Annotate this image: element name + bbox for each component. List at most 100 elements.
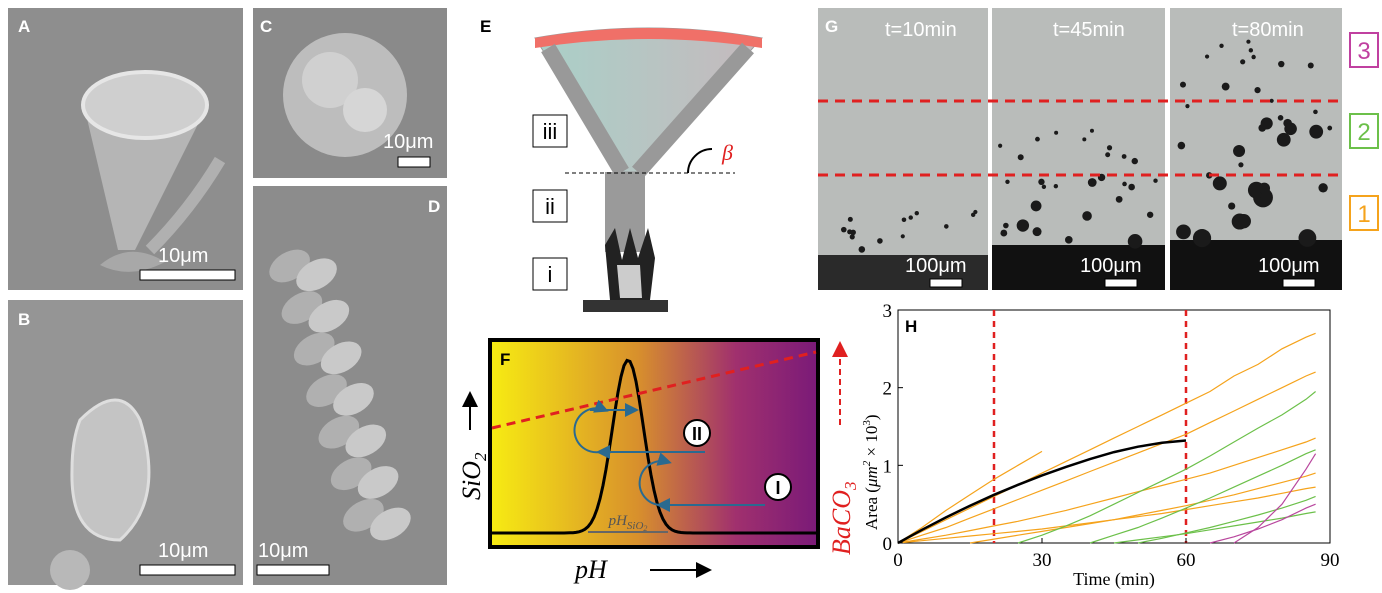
shape xyxy=(50,550,90,590)
crystal xyxy=(902,217,907,222)
text: × 10 xyxy=(862,426,881,461)
crystal xyxy=(1122,154,1127,159)
y-axis-label: SiO2 xyxy=(457,452,490,500)
scale-bar xyxy=(1105,279,1137,287)
scale-label: 100μm xyxy=(1080,255,1142,277)
panel-label: C xyxy=(260,17,272,36)
crystal xyxy=(1122,182,1127,187)
figure: A 10μm B 10μm C 10μm D 10μm E β iii ii i… xyxy=(0,0,1382,593)
crystal xyxy=(841,227,847,233)
crystal xyxy=(1000,230,1007,237)
crystal xyxy=(1228,202,1235,209)
crystal xyxy=(1017,219,1029,231)
y-tick-label: 2 xyxy=(883,379,893,400)
zone-label: ii xyxy=(545,194,555,219)
y-axis-label: Area (μm2 × 103) xyxy=(861,414,881,530)
crystal xyxy=(877,238,883,244)
crystal xyxy=(901,234,905,238)
text: BaCO xyxy=(827,490,856,555)
text: Area ( xyxy=(862,487,881,530)
crystal xyxy=(1105,152,1110,157)
crystal xyxy=(1270,99,1274,103)
substrate xyxy=(583,300,668,312)
x-axis-label: Time (min) xyxy=(1073,569,1155,590)
right-axis-label: BaCO3 xyxy=(827,482,860,556)
zone-label: 3 xyxy=(1357,38,1370,65)
scale-bar xyxy=(140,565,235,575)
x-tick-label: 0 xyxy=(893,550,903,571)
crystal xyxy=(909,215,913,219)
crystal xyxy=(1031,201,1042,212)
y-tick-label: 3 xyxy=(883,301,893,322)
crystal xyxy=(1185,104,1189,108)
crystal xyxy=(859,246,866,253)
scale-bar xyxy=(398,157,430,167)
crystal xyxy=(1259,183,1270,194)
crystal xyxy=(1018,154,1024,160)
panel-label: A xyxy=(18,17,30,36)
y-tick-label: 0 xyxy=(883,534,893,555)
micrograph xyxy=(818,8,988,290)
angle-arc xyxy=(688,149,712,173)
seed-core xyxy=(617,265,642,298)
crystal xyxy=(1090,129,1094,133)
panel-c: C 10μm xyxy=(253,8,447,178)
crystal xyxy=(1284,123,1297,136)
crystal xyxy=(1128,184,1135,191)
crystal xyxy=(1238,217,1244,223)
crystal xyxy=(1082,137,1086,141)
crystal xyxy=(1299,229,1317,247)
panel-b: B 10μm xyxy=(8,300,243,590)
panel-label: G xyxy=(825,17,838,36)
panel-label: B xyxy=(18,310,30,329)
panel-label: H xyxy=(905,317,917,336)
crystal xyxy=(1249,48,1253,52)
crystal xyxy=(1054,184,1058,188)
crystal xyxy=(1038,179,1044,185)
crystal xyxy=(1240,59,1245,64)
crystal xyxy=(1005,180,1009,184)
x-tick-label: 30 xyxy=(1033,550,1052,571)
angle-label: β xyxy=(721,140,733,165)
scale-bar xyxy=(930,279,962,287)
crystal xyxy=(971,213,975,217)
shape xyxy=(343,88,387,132)
panel-f: II I pHSiO2 F SiO2 pH BaCO3 xyxy=(457,340,860,584)
crystal xyxy=(1278,115,1284,121)
crystal xyxy=(1233,145,1245,157)
text: 2 xyxy=(471,452,490,461)
crystal xyxy=(1278,61,1284,67)
text: μm xyxy=(862,466,881,488)
crystal xyxy=(850,234,855,239)
crystal xyxy=(1327,126,1332,131)
text: SiO xyxy=(457,461,486,500)
zone-label: 1 xyxy=(1357,201,1370,228)
crystal xyxy=(1222,83,1230,91)
crystal xyxy=(1238,162,1243,167)
crystal xyxy=(998,144,1002,148)
crystal xyxy=(915,211,919,215)
time-label: t=45min xyxy=(1053,19,1125,41)
scale-label: 10μm xyxy=(258,540,308,562)
scale-bar xyxy=(1283,279,1315,287)
text: pH xyxy=(608,513,629,529)
text: ) xyxy=(862,414,881,420)
crystal xyxy=(1153,179,1157,183)
crystal xyxy=(1308,62,1314,68)
zone-label: iii xyxy=(543,119,558,144)
crystal xyxy=(1132,158,1138,164)
crystal xyxy=(1254,87,1260,93)
scale-label: 10μm xyxy=(158,245,208,267)
crystal xyxy=(1088,178,1097,187)
panel-label: D xyxy=(428,197,440,216)
scale-label: 10μm xyxy=(158,540,208,562)
crystal xyxy=(1205,54,1209,58)
x-tick-label: 90 xyxy=(1321,550,1340,571)
scale-bar xyxy=(257,565,329,575)
scale-label: 100μm xyxy=(1258,255,1320,277)
shape xyxy=(83,72,207,138)
y-tick-label: 1 xyxy=(883,456,893,477)
crystal xyxy=(1178,142,1186,150)
crystal xyxy=(1176,224,1191,239)
